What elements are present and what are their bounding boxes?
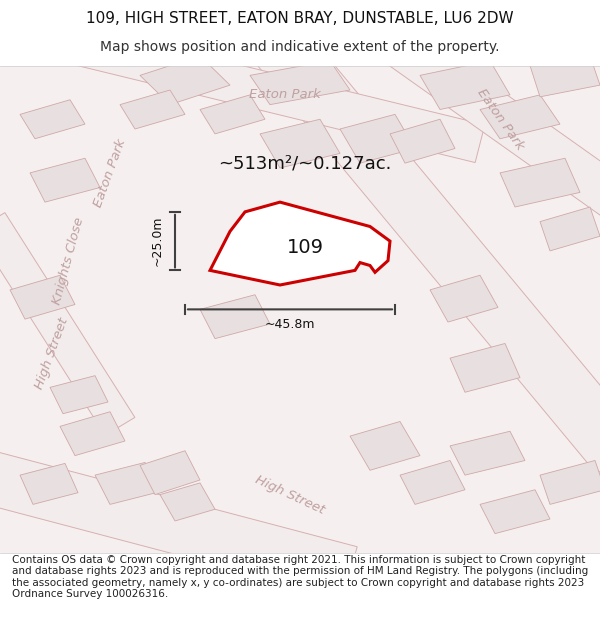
Text: High Street: High Street [253,473,327,516]
Text: Eaton Park: Eaton Park [249,88,321,101]
Polygon shape [450,431,525,475]
Polygon shape [160,483,215,521]
Polygon shape [480,490,550,534]
Polygon shape [257,28,600,474]
Text: ~45.8m: ~45.8m [265,319,315,331]
Polygon shape [250,61,350,104]
Polygon shape [50,376,108,414]
Polygon shape [387,28,600,220]
Polygon shape [20,100,85,139]
Polygon shape [120,90,185,129]
Polygon shape [20,463,78,504]
Polygon shape [200,95,265,134]
Polygon shape [540,207,600,251]
Text: Knights Close: Knights Close [50,216,86,306]
Polygon shape [200,295,270,339]
Polygon shape [350,421,420,470]
Polygon shape [140,56,230,104]
Polygon shape [95,462,160,504]
Text: ~513m²/~0.127ac.: ~513m²/~0.127ac. [218,154,392,172]
Text: 109, HIGH STREET, EATON BRAY, DUNSTABLE, LU6 2DW: 109, HIGH STREET, EATON BRAY, DUNSTABLE,… [86,11,514,26]
Text: Eaton Park: Eaton Park [92,137,128,209]
Polygon shape [75,28,485,163]
Text: High Street: High Street [33,316,71,391]
Polygon shape [0,213,135,436]
Polygon shape [500,158,580,207]
Polygon shape [420,61,510,109]
Text: Eaton Park: Eaton Park [474,86,526,152]
Polygon shape [60,412,125,456]
Text: Map shows position and indicative extent of the property.: Map shows position and indicative extent… [100,40,500,54]
Polygon shape [30,158,100,202]
Polygon shape [430,275,498,322]
Text: Contains OS data © Crown copyright and database right 2021. This information is : Contains OS data © Crown copyright and d… [12,554,588,599]
Polygon shape [540,461,600,504]
Polygon shape [10,275,75,319]
Polygon shape [0,449,357,599]
Polygon shape [260,119,340,168]
Polygon shape [390,119,455,163]
Text: 109: 109 [287,239,323,258]
Polygon shape [530,56,600,97]
Polygon shape [210,202,390,285]
Polygon shape [340,114,415,163]
Polygon shape [140,451,200,494]
Polygon shape [0,66,600,553]
Polygon shape [400,461,465,504]
Polygon shape [450,344,520,392]
Text: ~25.0m: ~25.0m [151,216,163,266]
Polygon shape [480,95,560,139]
